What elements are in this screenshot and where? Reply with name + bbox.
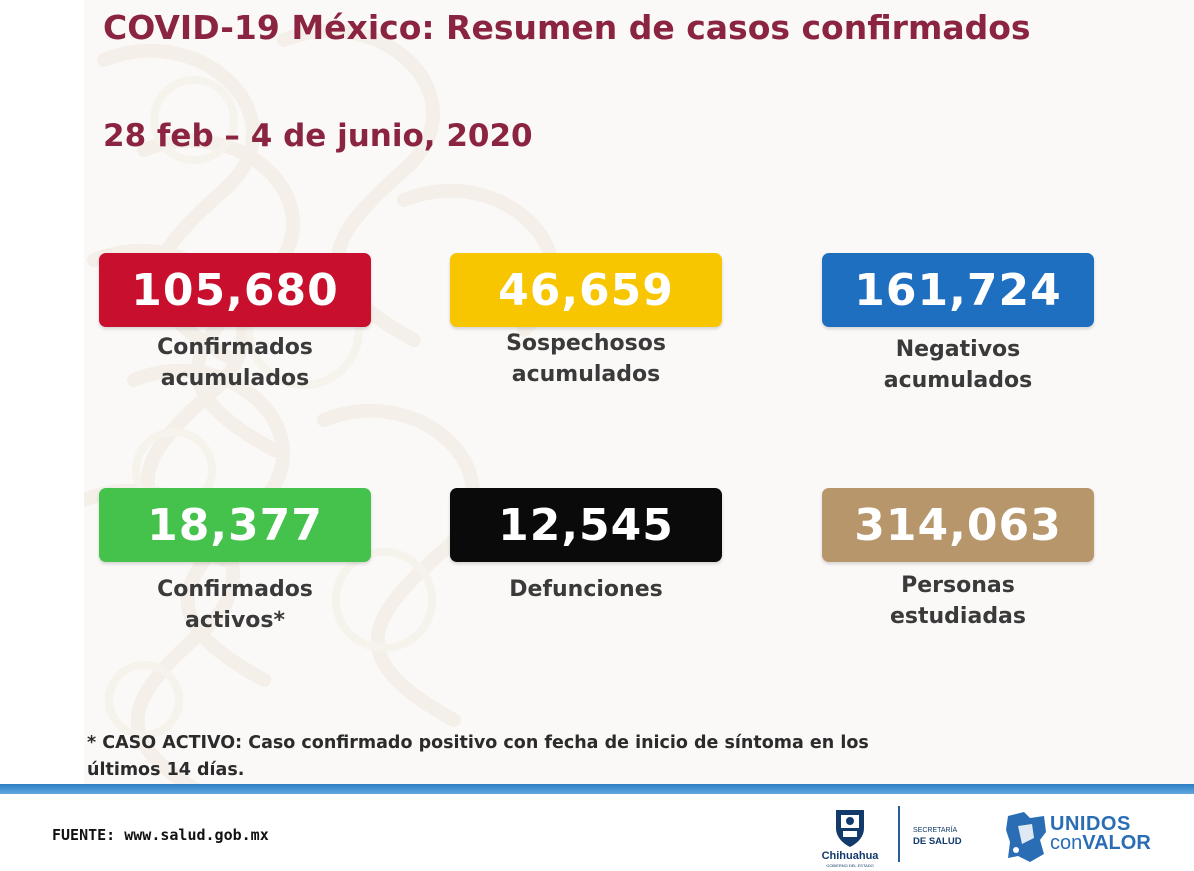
stat-value-confirmados: 105,680 [131, 264, 339, 316]
footnote-line1: * CASO ACTIVO: Caso confirmado positivo … [87, 733, 869, 753]
stat-value-negativos: 161,724 [854, 264, 1062, 316]
stat-box-personas: 314,063 [822, 488, 1094, 562]
secretaria-line1: SECRETARÍA [913, 827, 958, 834]
unidos-con-valor-logo: UNIDOS conVALOR [1004, 810, 1176, 864]
state-map-icon [1006, 812, 1046, 862]
stat-box-activos: 18,377 [99, 488, 371, 562]
stat-value-defunciones: 12,545 [498, 499, 674, 551]
con-valor-text: conVALOR [1050, 832, 1151, 855]
stat-label-line1: Confirmados [157, 335, 313, 360]
chihuahua-sublabel: GOBIERNO DEL ESTADO [826, 863, 874, 868]
footnote: * CASO ACTIVO: Caso confirmado positivo … [87, 730, 1087, 784]
stat-label-activos: Confirmados activos* [99, 574, 371, 636]
stat-label-line2: acumulados [160, 366, 310, 391]
stat-label-personas: Personas estudiadas [822, 570, 1094, 632]
stat-label-line2: activos* [185, 608, 285, 633]
footnote-line2: últimos 14 días. [87, 760, 245, 780]
stat-label-line1: Negativos [895, 337, 1021, 362]
chihuahua-logo: Chihuahua GOBIERNO DEL ESTADO [812, 806, 888, 868]
chihuahua-shield-icon [836, 810, 864, 847]
stat-value-sospechosos: 46,659 [498, 264, 674, 316]
stat-label-line2: estudiadas [889, 604, 1027, 629]
stat-value-activos: 18,377 [147, 499, 323, 551]
stat-label-negativos: Negativos acumulados [822, 334, 1094, 396]
stat-label-line2: acumulados [883, 368, 1033, 393]
secretaria-line2-wrap: DE SALUD [913, 836, 962, 848]
footer-bar [0, 784, 1194, 794]
stat-label-line1: Confirmados [157, 577, 313, 602]
secretaria-line2: DE SALUD [913, 836, 962, 847]
page-title: COVID-19 México: Resumen de casos confir… [103, 8, 1031, 47]
stat-box-confirmados: 105,680 [99, 253, 371, 327]
stat-box-defunciones: 12,545 [450, 488, 722, 562]
stat-label-line1: Personas [901, 573, 1015, 598]
con-text: con [1050, 832, 1083, 854]
stat-label-line1: Sospechosos [506, 331, 666, 356]
source-text: FUENTE: www.salud.gob.mx [52, 826, 269, 844]
footer: FUENTE: www.salud.gob.mx Chihuahua GOBIE… [0, 784, 1194, 871]
stat-box-sospechosos: 46,659 [450, 253, 722, 327]
valor-text: VALOR [1082, 832, 1151, 854]
stat-box-negativos: 161,724 [822, 253, 1094, 327]
stat-value-personas: 314,063 [854, 499, 1062, 551]
stat-label-line1: Defunciones [509, 577, 663, 602]
stat-label-sospechosos: Sospechosos acumulados [450, 328, 722, 390]
logo-divider [898, 806, 900, 862]
date-range: 28 feb – 4 de junio, 2020 [103, 118, 533, 154]
stat-label-defunciones: Defunciones [450, 574, 722, 605]
stat-label-line2: acumulados [511, 362, 661, 387]
unidos-text: UNIDOS [1050, 813, 1131, 835]
secretaria-salud-logo: SECRETARÍA DE SALUD [913, 825, 962, 848]
stat-label-confirmados: Confirmados acumulados [99, 332, 371, 394]
chihuahua-label: Chihuahua [821, 850, 879, 862]
